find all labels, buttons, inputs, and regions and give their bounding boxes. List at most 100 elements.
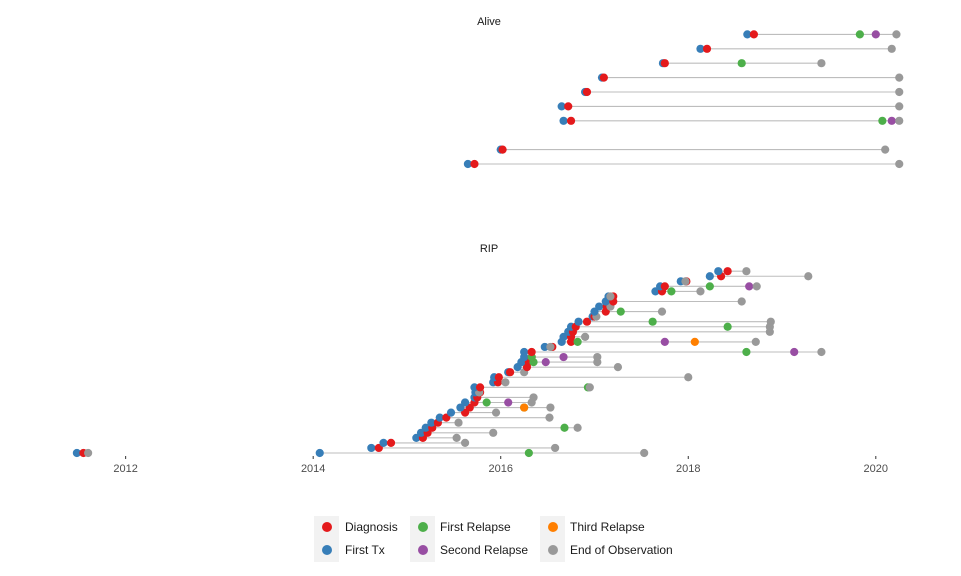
patient-row [714,267,751,276]
event-point-first-relapse [560,423,569,432]
patient-row [564,327,774,336]
event-point-first-tx [559,116,568,125]
event-point-first-tx [557,102,566,111]
event-point-diagnosis [749,30,759,39]
event-point-diagnosis [566,116,576,125]
x-axis: 2012 2014 2016 2018 2020 [113,456,888,475]
event-point-first-tx [315,448,324,458]
patient-row [513,363,623,372]
event-point-first-tx [367,443,376,453]
x-tick-label: 2020 [864,463,888,475]
event-point-diagnosis [660,59,669,68]
x-tick-label: 2012 [113,463,137,475]
event-point-first-relapse [524,448,533,458]
event-point-end-of-observation [892,30,901,39]
patient-row [601,297,746,306]
patient-row [446,408,501,417]
event-point-first-tx [427,418,436,427]
patient-row [315,448,649,458]
event-point-first-relapse [737,59,746,68]
patient-row [367,443,560,453]
event-point-end-of-observation [501,378,510,387]
event-point-end-of-observation [84,448,93,458]
event-point-first-tx [72,448,81,458]
event-point-diagnosis [498,145,507,154]
event-point-end-of-observation [817,347,826,357]
event-point-first-tx [696,44,705,53]
event-point-first-relapse [855,30,864,39]
event-point-diagnosis [582,87,592,97]
patient-row [566,322,774,331]
legend: Diagnosis First Tx First Relapse Second … [314,516,673,562]
event-point-end-of-observation [454,418,463,427]
legend-label-first-tx: First Tx [345,543,385,557]
event-point-second-relapse [887,116,896,125]
event-point-end-of-observation [681,277,690,286]
patient-row [597,73,904,82]
event-point-diagnosis [582,317,592,326]
event-point-diagnosis [723,267,732,276]
event-point-end-of-observation [460,438,470,447]
event-point-end-of-observation [545,413,554,422]
event-point-end-of-observation [817,59,826,68]
event-point-end-of-observation [573,423,582,432]
legend-label-diagnosis: Diagnosis [345,520,398,534]
event-point-end-of-observation [593,352,602,362]
x-tick-label: 2018 [676,463,700,475]
patient-row [604,292,618,301]
patient-row [656,282,761,291]
event-point-diagnosis [527,347,536,357]
patient-row [470,383,594,392]
patient-row [590,307,667,316]
event-point-end-of-observation [640,448,649,458]
x-tick-label: 2014 [301,463,325,475]
event-point-end-of-observation [742,267,751,276]
event-point-diagnosis [475,383,485,392]
panel-rip: RIP [72,243,826,458]
event-point-end-of-observation [804,272,813,281]
event-point-first-tx [446,408,456,417]
event-point-second-relapse [871,30,880,39]
event-point-second-relapse [504,398,513,407]
panel-title: Alive [477,16,501,28]
event-point-first-tx [714,267,723,276]
patient-row [557,102,904,111]
event-point-third-relapse [520,403,529,412]
event-point-first-tx [540,342,549,352]
legend-label-third-relapse: Third Relapse [570,520,645,534]
patient-row [520,347,826,357]
legend-key-diagnosis [322,522,332,532]
patient-row [696,44,896,53]
event-point-end-of-observation [766,317,775,326]
patient-row [72,448,93,458]
patient-row [658,59,826,68]
event-point-diagnosis [386,438,396,447]
event-point-first-relapse [705,282,714,291]
patient-row [743,30,901,39]
legend-key-first-tx [322,545,332,555]
legend-label-end-of-observation: End of Observation [570,543,673,557]
patient-row [421,423,582,432]
event-point-first-relapse [616,307,625,316]
event-point-end-of-observation [751,337,760,346]
event-point-second-relapse [559,352,568,362]
event-point-diagnosis [660,282,669,291]
event-point-third-relapse [690,337,699,346]
event-point-first-relapse [742,347,751,357]
legend-key-first-relapse [418,522,428,532]
event-point-end-of-observation [887,44,896,53]
legend-key-second-relapse [418,545,428,555]
event-point-end-of-observation [546,342,555,352]
patient-row [379,438,470,447]
x-tick-label: 2016 [488,463,512,475]
event-point-diagnosis [702,44,712,53]
event-point-end-of-observation [489,428,498,437]
panel-alive: Alive [463,16,904,169]
event-point-diagnosis [470,159,479,169]
event-point-first-relapse [573,337,582,346]
event-point-first-tx [379,438,388,447]
event-point-end-of-observation [895,116,904,125]
event-point-end-of-observation [491,408,501,417]
event-point-diagnosis [599,73,608,82]
